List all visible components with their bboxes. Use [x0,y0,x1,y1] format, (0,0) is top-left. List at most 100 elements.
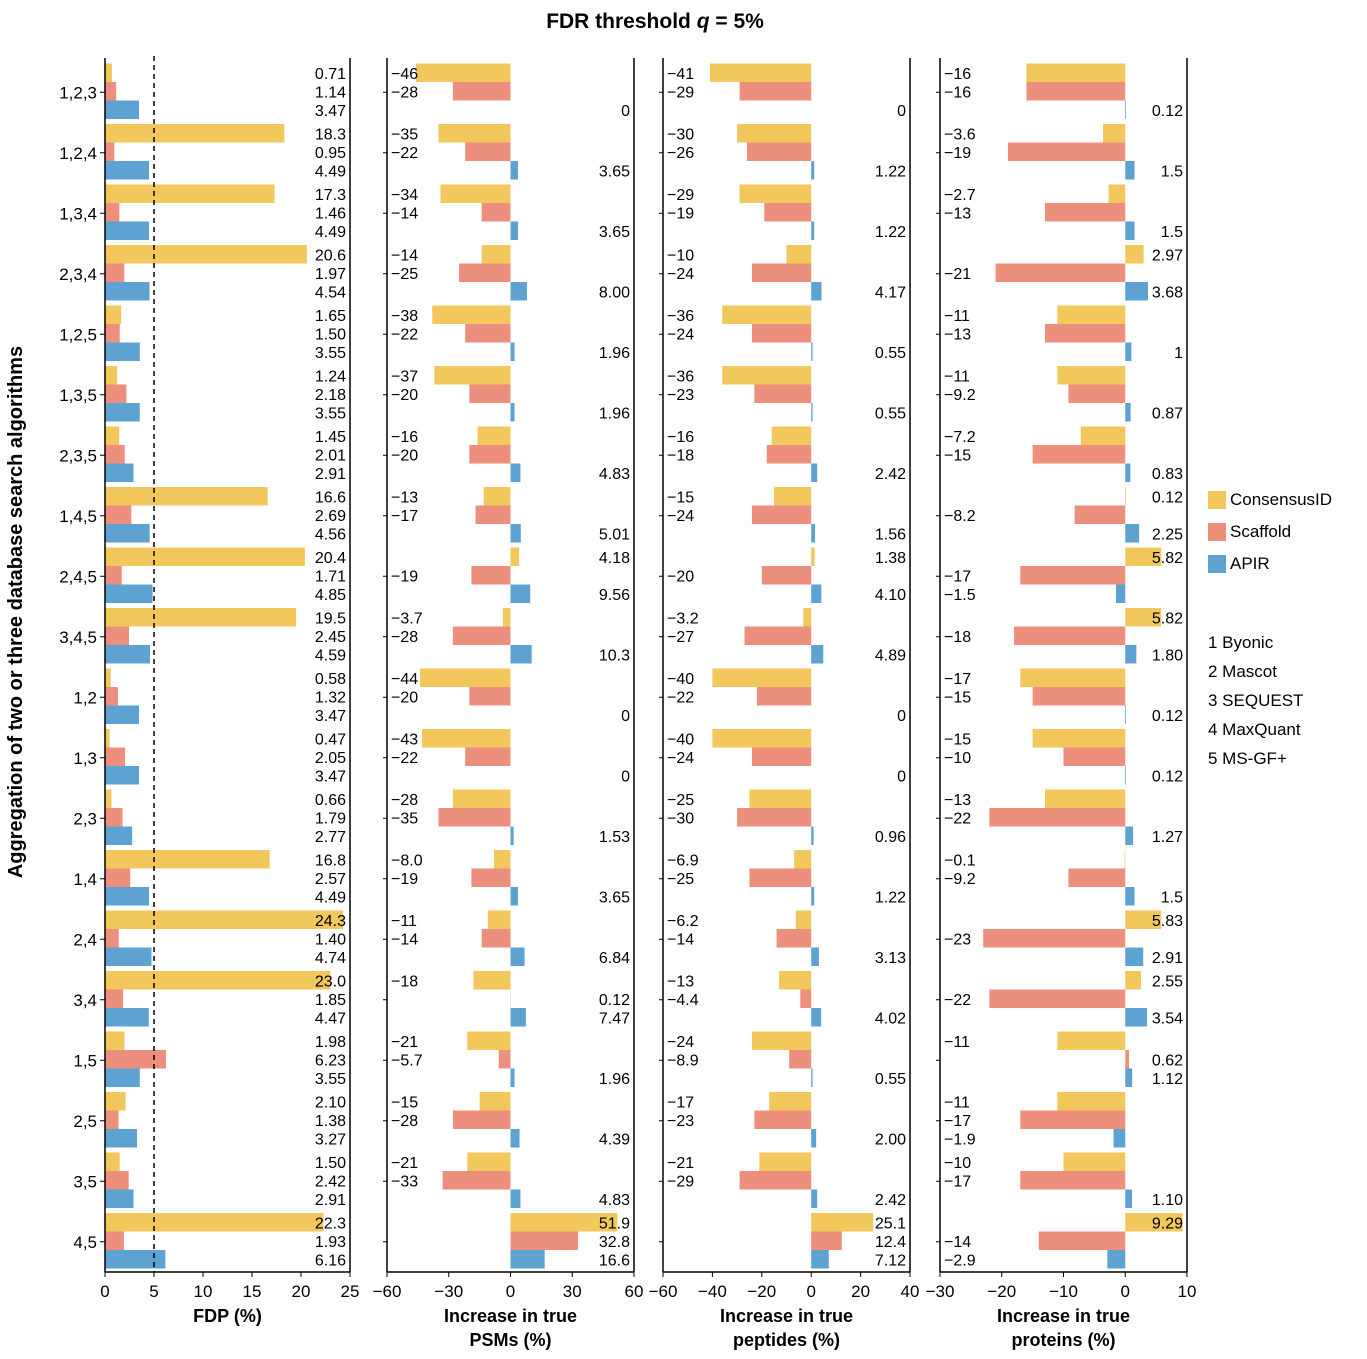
bar [421,729,511,748]
bar [105,645,150,664]
data-label: −18 [667,447,694,464]
chart-title: FDR threshold q = 5% [546,10,764,33]
bar [1125,463,1131,482]
data-label: 9.56 [599,587,630,604]
data-label: −24 [667,1034,694,1051]
bar [761,566,812,585]
data-label: 1.96 [599,345,630,362]
category-label: 1,5 [73,1051,97,1070]
bar [989,989,1126,1008]
category-label: 1,3,4 [59,204,97,223]
bar [452,789,511,808]
data-label: −21 [667,1155,694,1172]
bar [510,161,519,180]
bar [751,324,812,343]
data-label: 1.96 [599,405,630,422]
bar [510,282,527,301]
data-label: 2.91 [315,466,346,483]
bar [811,1189,818,1208]
data-label: 0.12 [1152,103,1183,120]
data-label: −15 [944,689,971,706]
bar [1057,1092,1126,1111]
x-tick-label: 10 [1178,1282,1197,1301]
bar [502,608,511,627]
bar [744,626,812,645]
bar [811,282,822,301]
bar [105,626,130,645]
category-label: 2,4,5 [59,567,97,586]
bar [510,645,532,664]
bar [739,184,812,203]
bar [105,850,270,869]
bar [759,1152,812,1171]
data-label: −40 [667,671,694,688]
bar [989,808,1126,827]
x-tick-label: −20 [987,1282,1016,1301]
data-label: 51.9 [599,1215,630,1232]
bar [709,63,812,82]
data-label: −24 [667,266,694,283]
data-label: −15 [944,447,971,464]
bar [510,584,531,603]
data-label: −28 [391,629,418,646]
bar [1044,203,1126,222]
data-label: −17 [944,1113,971,1130]
bar [434,366,511,385]
data-label: −36 [667,368,694,385]
bar [105,124,285,143]
bar [811,947,819,966]
data-label: −14 [944,1234,971,1251]
bar [811,463,818,482]
data-label: −15 [667,489,694,506]
bar [811,1129,817,1148]
data-label: −0.1 [944,852,976,869]
x-tick-label: 20 [292,1282,311,1301]
bar [746,142,812,161]
bar [811,645,824,664]
bar [105,100,140,119]
data-label: −4.4 [667,992,699,1009]
x-tick-label: 5 [149,1282,158,1301]
data-label: 4.89 [875,647,906,664]
data-label: −25 [391,266,418,283]
data-label: 2.69 [315,508,346,525]
bar [811,524,816,543]
data-label: 2.91 [1152,950,1183,967]
bar [510,1008,526,1027]
data-label: −28 [391,792,418,809]
legend-swatch-apir [1208,555,1226,573]
data-label: −23 [667,387,694,404]
bar [105,747,126,766]
bar [105,584,153,603]
bar [510,342,515,361]
data-label: −36 [667,308,694,325]
data-label: −22 [391,326,418,343]
bar [105,808,123,827]
bar [467,1152,511,1171]
bar [467,1031,511,1050]
bar [452,626,511,645]
data-label: −8.2 [944,508,976,525]
bar [510,1213,618,1232]
bar [1020,1171,1126,1190]
bar [1103,124,1126,143]
bar [459,263,511,282]
category-label: 1,3,5 [59,386,97,405]
data-label: 1.56 [875,526,906,543]
data-label: −21 [944,266,971,283]
data-label: 0 [897,768,906,785]
bar [510,1231,579,1250]
data-label: −43 [391,731,418,748]
data-label: −40 [667,731,694,748]
data-label: 4.85 [315,587,346,604]
data-label: 16.6 [599,1252,630,1269]
category-label: 1,3 [73,749,97,768]
data-label: 0.62 [1152,1052,1183,1069]
bar [510,524,521,543]
bar [1125,947,1144,966]
bar [1125,245,1144,264]
bar [105,445,125,464]
data-label: −25 [667,871,694,888]
bar [475,505,511,524]
data-label: −14 [391,931,418,948]
